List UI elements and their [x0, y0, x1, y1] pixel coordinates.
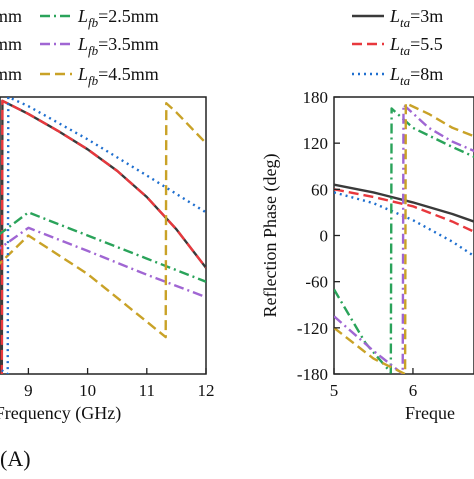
series-line-1 — [334, 188, 474, 234]
y-tick-label: -120 — [297, 319, 328, 338]
series-line-2 — [0, 211, 206, 283]
x-tick-label: 10 — [79, 381, 96, 400]
legend-label: Lfb=3.5mm — [77, 34, 159, 58]
legend-label: Lta=5.5 — [389, 34, 443, 58]
x-tick-label: 6 — [409, 381, 418, 400]
x-axis-title: Frequency (GHz) — [0, 403, 121, 424]
series-line-1 — [0, 99, 206, 374]
series-line-4 — [0, 102, 206, 339]
legends: mm Lfb=2.5mm mm Lfb=3.5mm mm Lfb=4.5mm Lta=3m L… — [0, 6, 443, 88]
right-panel: 5 6 -180 -120 -60 0 60 120 180 Freque Reflection P… — [260, 88, 474, 423]
y-tick-label: 180 — [303, 88, 329, 107]
x-tick-label: 12 — [198, 381, 215, 400]
series-line-3 — [334, 107, 474, 374]
legend-label: Lta=8m — [389, 64, 443, 88]
y-tick-label: -180 — [297, 365, 328, 384]
y-tick-label: -60 — [305, 273, 328, 292]
y-tick-label: 60 — [311, 180, 328, 199]
y-tick-label: 0 — [320, 227, 329, 246]
series-line-4 — [334, 103, 474, 374]
legend-label: mm — [0, 6, 22, 26]
x-axis-title: Freque — [405, 403, 455, 423]
series-group — [334, 102, 474, 374]
series-line-5 — [334, 102, 474, 374]
legend-label: Lfb=4.5mm — [77, 64, 159, 88]
series-line-5 — [0, 97, 206, 374]
left-panel: 9 10 11 12 Frequency (GHz) — [0, 96, 215, 424]
legend-label: mm — [0, 34, 22, 54]
series-group — [0, 97, 206, 374]
x-tick-label: 5 — [330, 381, 339, 400]
legend-label: Lfb=2.5mm — [77, 6, 159, 30]
plot-frame — [0, 96, 207, 375]
legend-label: Lta=3m — [389, 6, 443, 30]
legend-label: mm — [0, 64, 22, 84]
y-axis-title: Reflection Phase (deg) — [260, 154, 281, 318]
x-tick-label: 11 — [139, 381, 155, 400]
series-line-2 — [334, 191, 474, 258]
series-line-0 — [334, 183, 474, 223]
series-line-3 — [0, 226, 206, 299]
y-tick-label: 120 — [303, 134, 329, 153]
x-tick-label: 9 — [24, 381, 33, 400]
figure-label: (A) — [0, 446, 31, 471]
